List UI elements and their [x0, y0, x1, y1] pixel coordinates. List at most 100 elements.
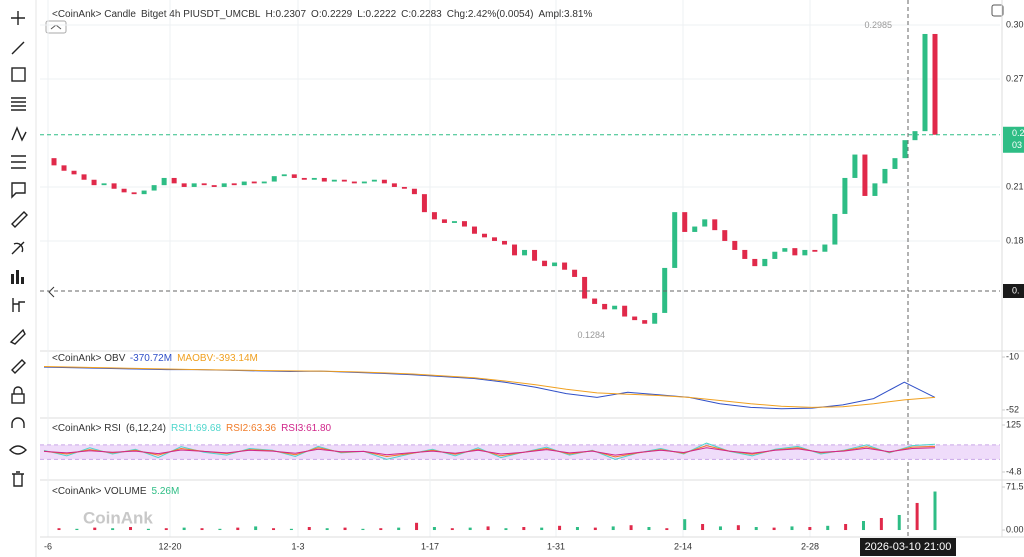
candle-body — [121, 188, 127, 193]
collapse-button[interactable] — [45, 20, 67, 34]
header-item: 5.26M — [152, 486, 180, 497]
candle-body — [361, 181, 367, 184]
delete-tool[interactable] — [12, 471, 24, 487]
volume-bar — [522, 527, 526, 531]
crosshair-time: 2026-03-10 21:00 — [865, 541, 952, 553]
header-item: RSI3:61.80 — [281, 423, 331, 434]
x-tick-label: -6 — [44, 541, 52, 551]
scroll-left[interactable] — [48, 286, 55, 298]
candle-body — [902, 140, 908, 159]
header-item: H:0.2307 — [265, 9, 306, 20]
volume-bar — [915, 502, 919, 531]
candle-body — [862, 154, 868, 196]
settings-button[interactable] — [991, 4, 1004, 17]
header-item: -370.72M — [130, 353, 172, 364]
pen-tool[interactable] — [9, 328, 26, 345]
candle-body — [161, 177, 167, 186]
candle-body — [922, 33, 928, 132]
y-tick-label: -4.8 — [1006, 466, 1022, 476]
candle-body — [932, 33, 938, 135]
volume-bar — [647, 527, 651, 531]
volume-bar — [432, 527, 436, 531]
candle-body — [171, 177, 177, 184]
price-tag-text: 03 — [1012, 140, 1022, 150]
header-item: L:0.2222 — [357, 9, 396, 20]
candle-body — [211, 185, 217, 187]
candle-body — [732, 240, 738, 250]
y-tick-label: 125 — [1006, 419, 1021, 429]
magnet-mode[interactable] — [11, 417, 25, 428]
candle-body — [51, 158, 57, 166]
candle-body — [802, 249, 808, 256]
volume-bar — [200, 528, 204, 531]
volume-bar — [629, 525, 633, 531]
candle-body — [391, 183, 397, 187]
candle-body — [351, 181, 357, 184]
header-item: <CoinAnk> VOLUME — [52, 486, 147, 497]
volume-bar — [272, 528, 276, 531]
candle-body — [261, 181, 267, 184]
candle-body — [91, 179, 97, 186]
volume-bar — [844, 524, 848, 531]
line-tool[interactable] — [11, 41, 25, 55]
candle-body — [602, 303, 608, 310]
candle-body — [612, 305, 618, 310]
position-tool[interactable] — [11, 155, 26, 169]
candle-body — [492, 237, 498, 241]
toolbar — [9, 11, 28, 487]
indicator-tool[interactable] — [11, 270, 24, 284]
candle-body — [281, 174, 287, 177]
lock-shackle — [13, 386, 23, 394]
lock-tool[interactable] — [11, 393, 25, 404]
volume-bar — [897, 514, 901, 531]
candle-body — [251, 181, 257, 184]
magnet-tool[interactable] — [11, 359, 26, 374]
candle-body — [682, 212, 688, 232]
volume-bar — [129, 527, 133, 531]
volume-bar — [790, 526, 794, 531]
candle-body — [562, 262, 568, 270]
candle-body — [502, 240, 508, 245]
volume-bar — [415, 522, 419, 531]
candle-body — [772, 251, 778, 259]
text-tool[interactable] — [11, 182, 26, 199]
ruler-tool[interactable] — [11, 211, 28, 228]
candle-body — [271, 176, 277, 182]
visibility-tool[interactable] — [9, 445, 27, 455]
candle-body — [702, 219, 708, 227]
candle-body — [421, 194, 427, 213]
candle-body — [572, 269, 578, 277]
y-tick-label: -10 — [1006, 351, 1019, 361]
volume-bar — [218, 528, 222, 531]
candle-body — [131, 192, 137, 195]
compare-tool[interactable] — [12, 298, 25, 312]
x-tick-label: 1-17 — [421, 541, 439, 551]
candle-body — [872, 183, 878, 196]
candle-body — [542, 260, 548, 267]
candle-body — [652, 312, 658, 324]
candle-body — [241, 181, 247, 186]
candle-body — [201, 183, 207, 186]
candle-body — [912, 131, 918, 141]
candle-body — [762, 258, 768, 267]
candle-body — [441, 219, 447, 223]
price-tag — [1003, 126, 1024, 153]
header-item: Ampl:3.81% — [538, 9, 592, 20]
brush-tool[interactable] — [11, 241, 25, 255]
candle-body — [101, 183, 107, 186]
volume-bar — [861, 521, 865, 531]
candle-body — [321, 177, 327, 182]
collapse-icon — [50, 24, 62, 30]
candle-body — [642, 320, 648, 324]
fib-tool[interactable] — [11, 97, 26, 111]
rect-tool[interactable] — [11, 67, 26, 82]
volume-bar — [146, 528, 150, 531]
crosshair-tool[interactable] — [11, 11, 25, 25]
x-tick-label: 2-28 — [801, 541, 819, 551]
candle-body — [882, 168, 888, 184]
candle-body — [431, 212, 437, 220]
x-tick-label: 1-3 — [291, 541, 304, 551]
candle-body — [181, 183, 187, 187]
pattern-tool[interactable] — [11, 126, 27, 142]
